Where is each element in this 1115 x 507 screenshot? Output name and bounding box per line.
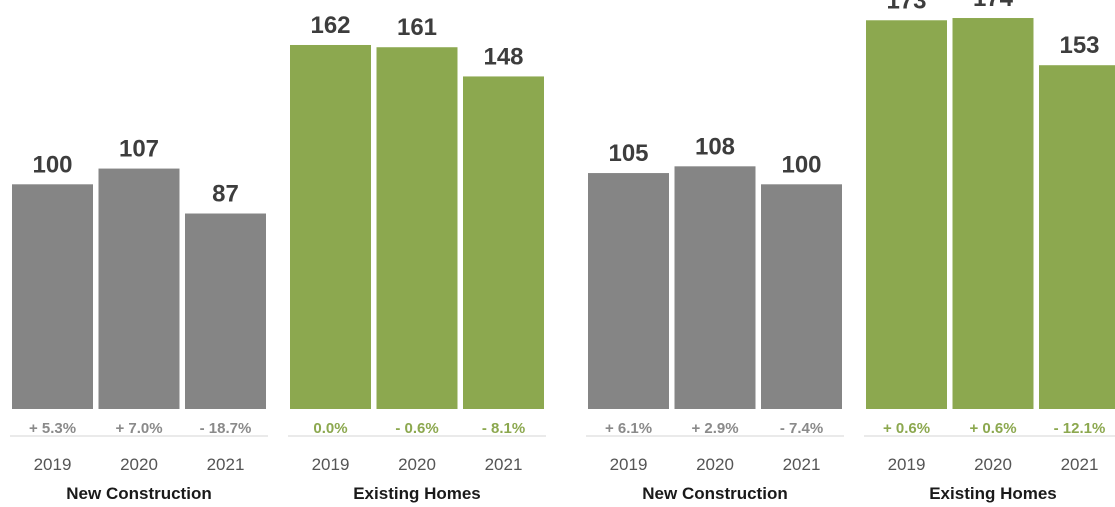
year-tick-label: 2020 — [120, 455, 158, 474]
bar — [290, 44, 371, 410]
data-label: 174 — [973, 0, 1014, 12]
group-label: New Construction — [642, 484, 787, 503]
data-label: 105 — [608, 140, 648, 167]
change-label: - 18.7% — [200, 420, 252, 437]
data-label: 108 — [695, 133, 735, 160]
data-label: 87 — [212, 181, 239, 208]
year-tick-label: 2019 — [312, 455, 350, 474]
change-label: - 12.1% — [1054, 420, 1106, 437]
year-tick-label: 2021 — [207, 455, 245, 474]
bar — [588, 173, 669, 409]
data-label: 162 — [310, 12, 350, 39]
bar — [185, 213, 266, 409]
data-label: 100 — [781, 151, 821, 178]
year-tick-label: 2021 — [1061, 455, 1099, 474]
data-label: 100 — [32, 151, 72, 178]
data-label: 148 — [483, 43, 523, 70]
year-tick-label: 2019 — [888, 455, 926, 474]
bar — [376, 47, 458, 409]
change-label: + 6.1% — [605, 420, 652, 437]
data-label: 173 — [886, 0, 926, 14]
bar — [1039, 65, 1115, 410]
change-label: - 8.1% — [482, 420, 525, 437]
change-label: + 7.0% — [115, 420, 162, 437]
bar — [98, 168, 180, 409]
bar — [463, 76, 544, 409]
change-label: 0.0% — [313, 420, 347, 437]
year-tick-label: 2019 — [610, 455, 648, 474]
year-tick-label: 2020 — [974, 455, 1012, 474]
year-tick-label: 2021 — [485, 455, 523, 474]
bar — [952, 18, 1034, 409]
bar — [674, 166, 756, 409]
data-label: 153 — [1059, 32, 1099, 59]
data-label: 161 — [397, 14, 437, 41]
bar — [12, 184, 93, 409]
change-label: + 2.9% — [691, 420, 738, 437]
change-label: + 0.6% — [969, 420, 1016, 437]
group-label: New Construction — [66, 484, 211, 503]
year-tick-label: 2020 — [398, 455, 436, 474]
year-tick-label: 2019 — [34, 455, 72, 474]
data-label: 107 — [119, 136, 159, 163]
group-label: Existing Homes — [353, 484, 481, 503]
year-tick-label: 2021 — [783, 455, 821, 474]
group-label: Existing Homes — [929, 484, 1057, 503]
change-label: - 0.6% — [395, 420, 438, 437]
change-label: + 5.3% — [29, 420, 76, 437]
year-tick-label: 2020 — [696, 455, 734, 474]
bar — [761, 184, 842, 409]
bar — [866, 20, 947, 409]
change-label: - 7.4% — [780, 420, 823, 437]
change-label: + 0.6% — [883, 420, 930, 437]
